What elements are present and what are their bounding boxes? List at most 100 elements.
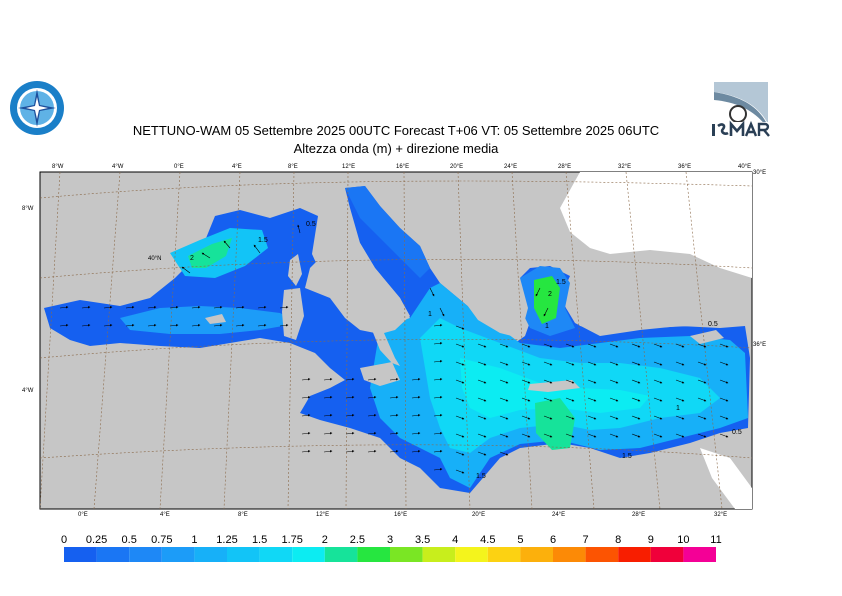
direction-arrow <box>323 414 333 417</box>
legend-value: 3 <box>387 534 393 546</box>
top-tick: 16°E <box>396 164 409 170</box>
direction-arrow <box>213 306 223 309</box>
contour-label: 1.5 <box>258 237 268 244</box>
contour-label: 2 <box>548 291 552 298</box>
contour-labels: 2 1.5 0.5 1 1 2 1.5 1 0.5 1.5 0.5 1.5 <box>190 221 742 480</box>
contour-label: 2 <box>190 255 194 262</box>
bottom-tick: 28°E <box>632 512 645 518</box>
legend-value: 0.5 <box>122 534 137 546</box>
direction-arrow <box>653 343 663 348</box>
direction-arrow <box>125 324 135 327</box>
direction-arrow <box>389 450 399 453</box>
direction-arrow <box>565 361 575 366</box>
direction-arrow <box>587 433 597 438</box>
direction-arrow <box>191 306 201 309</box>
direction-arrow <box>439 307 445 317</box>
direction-arrow <box>609 361 619 366</box>
contour-label: 1 <box>545 323 549 330</box>
direction-arrow <box>411 414 421 417</box>
direction-arrow <box>499 415 509 420</box>
direction-arrow <box>697 343 707 348</box>
direction-arrow <box>367 378 377 381</box>
direction-arrow <box>455 379 465 384</box>
legend-value: 11 <box>710 534 721 546</box>
direction-arrow <box>323 450 333 453</box>
direction-arrow <box>257 324 267 327</box>
legend-value: 7 <box>583 534 589 546</box>
direction-arrow <box>477 397 487 402</box>
legend-value: 0.75 <box>151 534 172 546</box>
legend-swatch <box>292 547 325 562</box>
legend-swatches <box>64 547 716 562</box>
ismar-wordmark <box>712 120 770 137</box>
direction-arrow <box>675 433 685 438</box>
wave-band-2m-aegean <box>534 276 560 324</box>
direction-arrow <box>213 324 223 327</box>
direction-arrow <box>103 306 113 309</box>
direction-arrow <box>543 397 553 402</box>
red-sea-region <box>700 448 752 509</box>
direction-arrow <box>455 451 465 456</box>
direction-arrow <box>543 379 553 384</box>
direction-arrow <box>697 379 707 384</box>
wave-height-map: 2 1.5 0.5 1 1 2 1.5 1 0.5 1.5 0.5 1.5 40… <box>22 164 766 518</box>
direction-arrow <box>367 414 377 417</box>
direction-arrow <box>521 433 531 438</box>
direction-arrow <box>81 306 91 309</box>
direction-arrow <box>323 378 333 381</box>
legend-labels: 0 0.25 0.5 0.75 1 1.25 1.5 1.75 2 2.5 3 3.5 4 4.5 5 6 7 8… <box>61 534 722 546</box>
direction-arrow <box>521 397 531 402</box>
direction-arrow <box>301 396 311 399</box>
direction-arrow <box>59 324 69 327</box>
graticule <box>40 172 752 509</box>
right-tick: 36°E <box>753 342 766 348</box>
direction-arrow <box>169 306 179 309</box>
top-tick: 12°E <box>342 164 355 170</box>
map-title: NETTUNO-WAM 05 Settembre 2025 00UTC Fore… <box>132 123 660 138</box>
direction-arrow <box>587 343 597 348</box>
bottom-tick: 12°E <box>316 512 329 518</box>
direction-arrow <box>653 361 663 366</box>
direction-arrow <box>631 343 641 348</box>
legend-swatch <box>324 547 358 562</box>
bottom-tick: 32°E <box>714 512 727 518</box>
legend-swatch <box>259 547 293 562</box>
direction-arrow <box>433 450 443 453</box>
direction-arrow <box>59 306 69 309</box>
direction-arrow <box>697 415 707 420</box>
contour-label: 1.5 <box>556 279 566 286</box>
direction-arrow <box>565 397 575 402</box>
direction-arrow <box>345 396 355 399</box>
top-tick: 32°E <box>618 164 631 170</box>
balearic <box>205 314 226 324</box>
bottom-tick: 0°E <box>78 512 88 518</box>
color-legend: 0 0.25 0.5 0.75 1 1.25 1.5 1.75 2 2.5 3 3.5 4 4.5 5 6 7 8… <box>61 534 722 562</box>
direction-arrow <box>455 361 465 366</box>
direction-arrow <box>477 343 487 348</box>
direction-arrow <box>499 433 509 438</box>
direction-arrow <box>631 379 641 384</box>
lat-label: 40°N <box>148 256 161 262</box>
crete <box>528 380 580 392</box>
legend-swatch <box>520 547 553 562</box>
direction-arrow <box>499 343 509 348</box>
anatolia <box>566 268 748 330</box>
direction-arrow <box>297 224 301 234</box>
legend-swatch <box>161 547 195 562</box>
direction-arrow <box>433 360 443 363</box>
legend-swatch <box>357 547 390 562</box>
wave-band-2m-lion-core <box>188 238 232 268</box>
direction-arrow <box>477 415 487 420</box>
top-tick: 24°E <box>504 164 517 170</box>
direction-arrow <box>411 378 421 381</box>
bottom-tick: 8°E <box>238 512 248 518</box>
direction-arrow <box>411 396 421 399</box>
direction-arrow <box>235 306 245 309</box>
legend-value: 4 <box>452 534 458 546</box>
direction-arrow <box>697 397 707 402</box>
direction-arrow <box>125 306 135 309</box>
legend-swatch <box>96 547 130 562</box>
direction-arrow <box>279 306 289 309</box>
direction-arrow <box>345 414 355 417</box>
direction-arrow <box>455 433 465 438</box>
